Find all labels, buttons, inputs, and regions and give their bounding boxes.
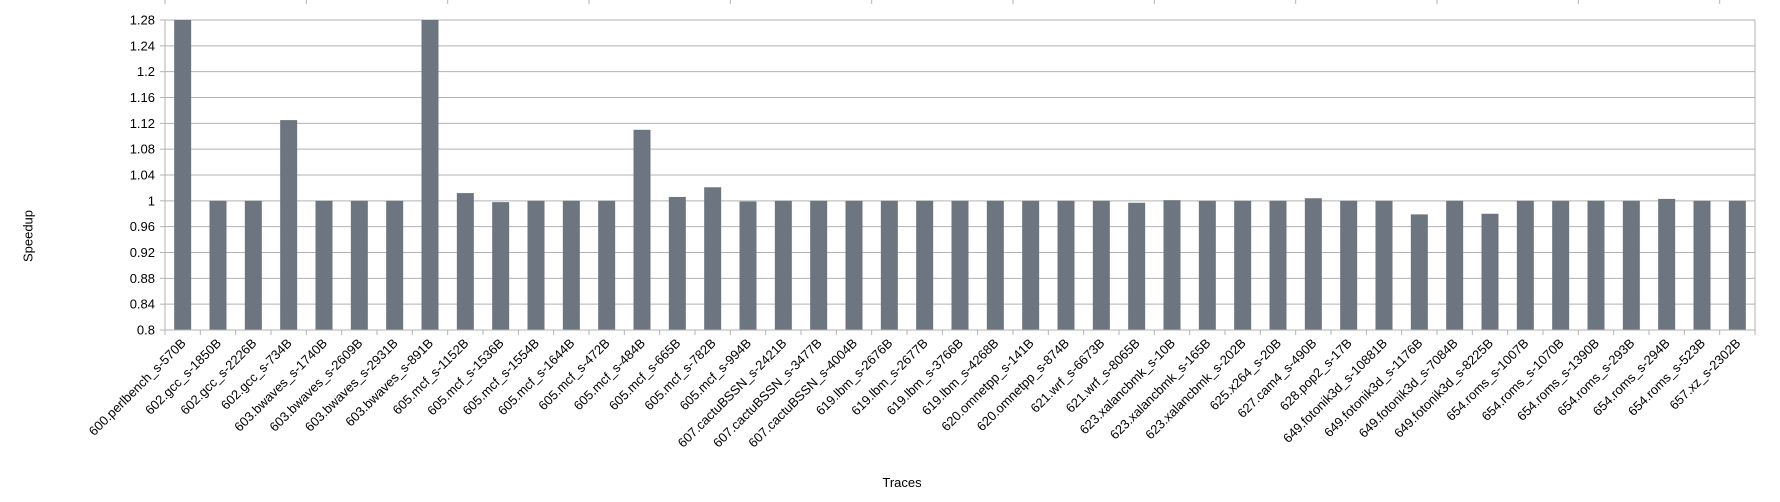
- bar: [1410, 214, 1428, 330]
- bar: [209, 200, 227, 330]
- bar: [1481, 213, 1499, 330]
- bar: [1375, 200, 1393, 330]
- bar: [1304, 198, 1322, 330]
- bar: [244, 200, 262, 330]
- y-tick-label: 1.08: [130, 142, 155, 157]
- y-tick-label: 1: [148, 193, 155, 208]
- bar: [774, 200, 792, 330]
- y-tick-label: 1.28: [130, 13, 155, 28]
- y-tick-label: 0.8: [137, 323, 155, 338]
- bar: [527, 200, 545, 330]
- bar: [704, 187, 722, 330]
- bar: [880, 200, 898, 330]
- bar: [810, 200, 828, 330]
- bar: [845, 200, 863, 330]
- bar: [951, 200, 969, 330]
- y-tick-label: 0.92: [130, 245, 155, 260]
- bar: [1128, 202, 1146, 330]
- y-tick-labels: 0.8 0.84 0.88 0.92 0.96 1 1.04 1.08 1.12 1.16 1.2 1…: [130, 13, 155, 338]
- y-tick-label: 1.12: [130, 116, 155, 131]
- y-tick-label: 1.24: [130, 38, 155, 53]
- y-tick-label: 1.04: [130, 168, 155, 183]
- bar: [174, 20, 192, 330]
- bar: [739, 201, 757, 330]
- bar: [1516, 200, 1534, 330]
- y-tick-label: 1.2: [137, 64, 155, 79]
- bar: [1163, 200, 1181, 330]
- bar: [598, 200, 616, 330]
- bar: [562, 200, 580, 330]
- bar: [1234, 200, 1252, 330]
- y-tick-label: 0.88: [130, 271, 155, 286]
- bar: [1587, 200, 1605, 330]
- bar: [1552, 200, 1570, 330]
- bar: [1728, 200, 1746, 330]
- bar: [280, 120, 298, 331]
- bar: [386, 200, 404, 330]
- bar: [350, 200, 368, 330]
- bar: [1022, 200, 1040, 330]
- bar: [633, 129, 651, 330]
- bar: [456, 193, 474, 330]
- bar: [986, 200, 1004, 330]
- y-axis-title: Speedup: [20, 209, 36, 263]
- y-tick-label: 0.96: [130, 219, 155, 234]
- bar: [421, 20, 439, 330]
- y-tick-label: 1.16: [130, 90, 155, 105]
- x-axis-title: Traces: [882, 475, 922, 490]
- bar: [916, 200, 934, 330]
- bar: [1622, 200, 1640, 330]
- axes: [164, 20, 1756, 335]
- bar: [1446, 200, 1464, 330]
- bar: [1269, 200, 1287, 330]
- bar: [1092, 200, 1110, 330]
- bar: [1693, 200, 1711, 330]
- x-tick-labels: 600.perlbench_s-570B602.gcc_s-1850B602.g…: [86, 336, 1744, 451]
- bars: [174, 20, 1746, 331]
- bar: [1057, 200, 1075, 330]
- bar: [1340, 200, 1358, 330]
- bar: [1198, 200, 1216, 330]
- bar: [668, 196, 686, 330]
- bar: [492, 202, 510, 330]
- bar: [315, 200, 333, 330]
- bar: [1658, 198, 1676, 330]
- y-tick-label: 0.84: [130, 297, 155, 312]
